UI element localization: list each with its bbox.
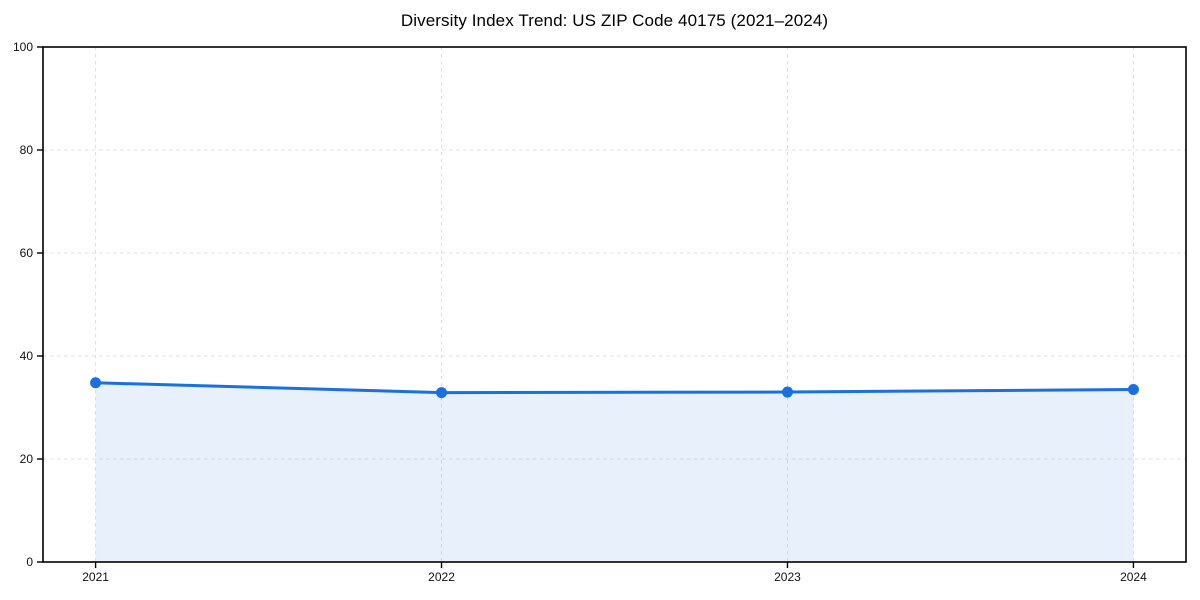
area-fill xyxy=(95,382,1134,562)
y-tick-label: 20 xyxy=(20,452,34,466)
trend-line xyxy=(94,381,1135,395)
chart-title: Diversity Index Trend: US ZIP Code 40175… xyxy=(400,11,829,30)
y-tick-label: 100 xyxy=(13,40,33,54)
y-tick-label: 40 xyxy=(20,349,34,363)
data-point-2023 xyxy=(781,386,793,398)
y-tick-label: 0 xyxy=(26,555,33,569)
y-tick-label: 80 xyxy=(20,143,34,157)
plot-frame xyxy=(42,46,1187,563)
x-tick-label: 2021 xyxy=(82,570,109,584)
x-tick-label: 2024 xyxy=(1120,570,1147,584)
data-point-2024 xyxy=(1127,383,1139,395)
data-point-2021 xyxy=(90,377,102,389)
x-tick-label: 2022 xyxy=(428,570,455,584)
data-point-2022 xyxy=(436,387,448,399)
y-tick-label: 60 xyxy=(20,246,34,260)
x-tick-label: 2023 xyxy=(774,570,801,584)
